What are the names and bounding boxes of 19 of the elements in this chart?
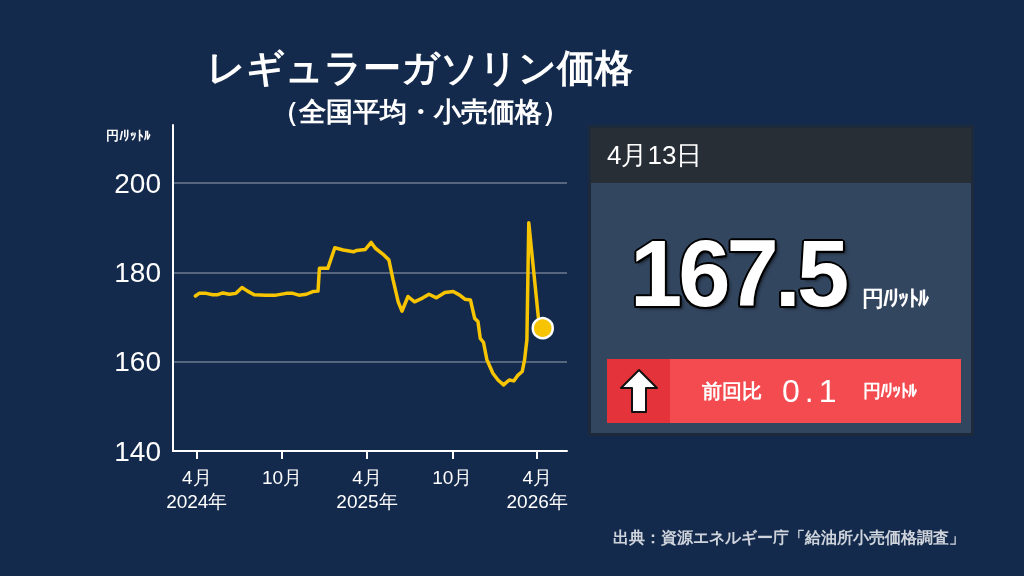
y-tick-label: 180 [114,256,161,288]
x-tick-label: 4月 2024年 [166,466,228,512]
source-note: 出典：資源エネルギー庁「給油所小売価格調査」 [613,527,965,547]
text: 0.1 [782,372,842,410]
y-tick-label: 200 [114,167,161,199]
text: 前回比 [702,378,762,404]
x-tick-label: 10月 [432,466,473,488]
y-tick-label: 160 [114,346,161,378]
text: 167.5 [630,221,846,326]
x-tick-label: 4月 2025年 [336,466,398,512]
text: 円/ﾘｯﾄﾙ [863,380,917,403]
text: 円/ﾘｯﾄﾙ [862,285,929,313]
y-tick-label: 140 [114,435,161,467]
y-axis-title: 円/ﾘｯﾄﾙ [106,127,151,143]
text: 4月13日 [607,139,703,172]
x-tick-label: 4月 2026年 [506,466,568,512]
x-tick-label: 10月 [262,466,303,488]
chart-subtitle: （全国平均・小売価格） [271,97,569,127]
chart-title: レギュラーガソリン価格 [207,47,633,89]
